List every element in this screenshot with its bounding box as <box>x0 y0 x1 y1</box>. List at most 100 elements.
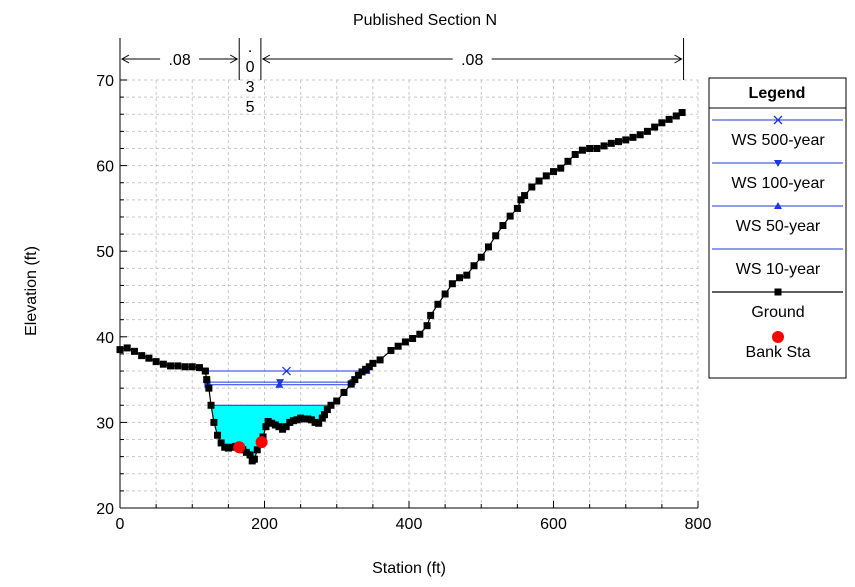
n-value-char: 3 <box>246 79 255 96</box>
legend-box <box>708 77 847 379</box>
bank-station-point <box>255 436 268 449</box>
bank-station-layer <box>233 436 268 454</box>
ground-point <box>242 448 250 456</box>
ground-point <box>401 338 409 346</box>
ground-point <box>376 356 384 364</box>
ground-point <box>470 262 478 270</box>
ground-point <box>571 150 579 158</box>
ground-point <box>201 367 209 375</box>
axis-layer: 0 200 400 600 800 20 30 40 50 60 70 <box>96 73 711 533</box>
ground-point <box>275 423 283 431</box>
ground-point <box>394 342 402 350</box>
ground-point <box>477 253 485 261</box>
ground-point <box>279 425 287 433</box>
n-value-char: 0 <box>246 59 255 76</box>
ground-point <box>152 358 160 366</box>
ground-point <box>672 112 680 120</box>
x-tick-label: 800 <box>685 516 712 533</box>
ground-point <box>264 418 272 426</box>
x-tick-label: 600 <box>540 516 567 533</box>
ground-point <box>506 212 514 220</box>
ground-point <box>174 362 182 370</box>
ground-point <box>521 192 529 200</box>
ground-point <box>286 418 294 426</box>
ground-point <box>448 280 456 288</box>
y-tick-label: 60 <box>96 159 114 176</box>
ground-point <box>207 401 215 409</box>
ground-point <box>651 123 659 131</box>
ground-point <box>369 359 377 367</box>
y-tick-label: 30 <box>96 415 114 432</box>
ground-point <box>159 360 167 368</box>
y-tick-label: 20 <box>96 501 114 518</box>
x-tick-label: 400 <box>396 516 423 533</box>
ground-point <box>188 363 196 371</box>
ws-marker-x <box>773 115 783 125</box>
ground-point <box>138 352 146 360</box>
n-arrow-head-right <box>674 54 683 64</box>
legend-items: WS 500-year WS 100-year WS 50-year WS 10-ye… <box>712 115 843 361</box>
ground-point <box>564 157 572 165</box>
ground-point <box>311 418 319 426</box>
ground-point <box>362 365 370 373</box>
ws-marker-triangle-up <box>774 202 782 209</box>
ground-point <box>347 380 355 388</box>
ground-point <box>293 416 301 424</box>
ground-point <box>463 271 471 279</box>
ground-point <box>434 300 442 308</box>
ground-point <box>217 439 225 447</box>
ground-point <box>658 119 666 127</box>
ground-point <box>327 401 335 409</box>
ground-point <box>320 411 328 419</box>
ground-point <box>665 115 673 123</box>
ground-point <box>282 423 290 431</box>
ground-point <box>228 443 236 451</box>
ground-point <box>499 222 507 230</box>
mannings-n-layer: .08. 0 3 5 .08 <box>119 38 685 116</box>
ground-point <box>492 232 500 240</box>
ground-point <box>297 414 305 422</box>
ground-point <box>615 138 623 146</box>
ground-point <box>253 446 261 454</box>
ground-point <box>246 451 254 459</box>
legend-ws-label: WS 50-year <box>736 218 821 235</box>
n-arrow-head-left <box>261 54 271 64</box>
ground-point <box>203 376 211 384</box>
ground-point <box>586 144 594 152</box>
ground-point <box>289 417 297 425</box>
ground-point <box>145 354 153 362</box>
ground-point <box>484 243 492 251</box>
ground-point <box>542 172 550 180</box>
ground-point <box>387 346 395 354</box>
ground-point <box>427 311 435 319</box>
ground-point <box>340 388 348 396</box>
bank-station-point <box>233 441 246 454</box>
ground-point <box>600 142 608 150</box>
legend-bank-marker <box>772 331 784 343</box>
ground-point <box>578 146 586 154</box>
ground-point <box>416 330 424 338</box>
ground-layer <box>116 109 686 465</box>
ground-point <box>513 204 521 212</box>
x-axis-label: Station (ft) <box>372 560 446 577</box>
legend-ws-label: WS 500-year <box>731 132 825 149</box>
ws-marker-triangle-down <box>774 160 782 167</box>
ground-point <box>250 455 258 463</box>
ws-marker-x <box>282 366 291 376</box>
ground-point <box>271 421 279 429</box>
ground-point <box>315 419 323 427</box>
ground-point <box>351 376 359 384</box>
ground-point <box>517 196 525 204</box>
ground-point <box>323 406 331 414</box>
ground-point <box>528 183 536 191</box>
y-tick-label: 40 <box>96 330 114 347</box>
ground-point <box>636 131 644 139</box>
legend-title: Legend <box>749 85 806 102</box>
ground-point <box>557 164 565 172</box>
ground-point <box>214 431 222 439</box>
ground-point <box>550 168 557 176</box>
ground-point <box>210 418 218 426</box>
